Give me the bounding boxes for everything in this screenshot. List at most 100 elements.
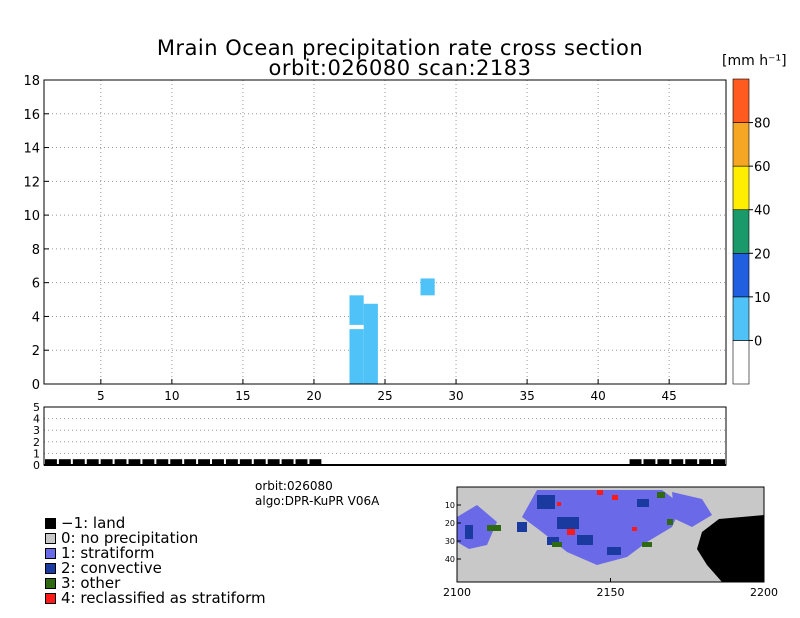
precip-cell [349,295,364,325]
y-tick-label: 2 [32,344,40,359]
y-tick-label: 3 [33,424,40,437]
convective-region [607,547,621,555]
legend-swatch [45,593,56,604]
land-bar [212,459,224,465]
land-bar [671,459,684,465]
colorbar-label: 60 [754,160,771,175]
land-bar [170,459,183,465]
legend-item-convective: 2: convective [45,561,266,576]
precip-cell [363,303,378,384]
map-y-tick-label: 10 [445,501,455,510]
other-region [642,542,652,547]
x-tick-label: 40 [590,389,605,403]
orbit-info: orbit:026080 [255,479,333,493]
land-bar [58,459,71,465]
land-bar [657,459,670,465]
land-bar [114,459,127,465]
y-tick-label: 5 [33,401,40,414]
colorbar-label: 20 [754,247,771,262]
colorbar-label: 80 [754,117,771,132]
y-tick-label: 4 [32,310,40,325]
map-y-tick-label: 30 [445,537,455,546]
colorbar-label: 40 [754,204,771,219]
x-tick-label: 15 [235,389,250,403]
colorbar-unit: [mm h⁻¹] [722,53,787,69]
main-plot-area: 5 10 15 20 25 30 35 40 45 0 2 4 6 8 10 12 14 16 18 [23,74,727,403]
y-tick-label: 1 [33,447,40,460]
y-tick-label: 4 [33,413,40,426]
land-bar [156,459,169,465]
swath-map: 10 20 30 40 2100 2150 2200 [443,486,778,599]
subplot-frame [43,406,727,466]
colorbar-label: 10 [754,291,771,306]
colorbar-label: 0 [754,334,762,349]
y-tick-label: 6 [32,277,40,292]
chart-title: Mrain Ocean precipitation rate cross sec… [156,36,644,60]
land-bar [86,459,99,465]
land-bar [629,459,642,465]
land-bar [184,459,197,465]
colorbar-segment [732,252,750,298]
reclassified-region [612,495,618,500]
plot-frame [43,79,727,385]
land-bar [142,459,155,465]
map-x-tick-label: 2200 [750,586,778,599]
y-tick-label: 14 [23,142,40,157]
colorbar-segment [732,340,750,385]
legend-swatch [45,578,56,589]
legend-item-other: 3: other [45,576,266,591]
convective-region [465,525,473,539]
legend-item-land: −1: land [45,516,266,531]
x-tick-label: 10 [164,389,179,403]
reclassified-region [557,502,561,506]
y-tick-label: 0 [32,378,40,393]
legend-swatch [45,518,56,529]
precip-type-legend: −1: land 0: no precipitation 1: stratifo… [45,516,266,606]
reclassified-region [632,527,637,531]
land-region [697,515,764,582]
land-bar [267,459,280,465]
colorbar-segment [732,209,750,254]
x-tick-label: 30 [448,389,463,403]
convective-region [637,499,649,507]
land-bar [128,459,141,465]
legend-item-stratiform: 1: stratiform [45,546,266,561]
colorbar-segment [732,165,750,211]
land-bar [699,459,712,465]
legend-swatch [45,533,56,544]
other-region [552,542,562,547]
other-region [657,492,665,498]
land-bar [643,459,656,465]
precip-cell [420,278,435,296]
convective-region [537,495,555,509]
reclassified-region [567,529,575,535]
legend-item-no-precip: 0: no precipitation [45,531,266,546]
precip-cell [349,329,364,384]
y-tick-label: 2 [33,436,40,449]
land-bar [685,459,698,465]
land-bar [198,459,211,465]
chart-subtitle: orbit:026080 scan:2183 [268,56,532,80]
land-bar [225,459,238,465]
colorbar-segment [732,78,750,123]
y-tick-label: 16 [23,108,40,123]
colorbar-segment [732,296,750,341]
other-region [667,519,673,525]
colorbar-segment [732,122,750,167]
legend-swatch [45,563,56,574]
y-tick-label: 8 [32,243,40,258]
land-bar [45,459,57,465]
y-tick-label: 12 [23,175,40,190]
land-bar [295,459,308,465]
x-tick-label: 25 [377,389,392,403]
x-tick-label: 5 [97,389,105,403]
y-tick-label: 0 [33,459,40,472]
map-y-tick-label: 40 [445,555,455,564]
reclassified-region [597,490,603,495]
colorbar: 0 10 20 40 60 80 [732,78,771,385]
convective-region [547,537,559,545]
x-tick-label: 35 [519,389,534,403]
land-bar [309,459,322,465]
